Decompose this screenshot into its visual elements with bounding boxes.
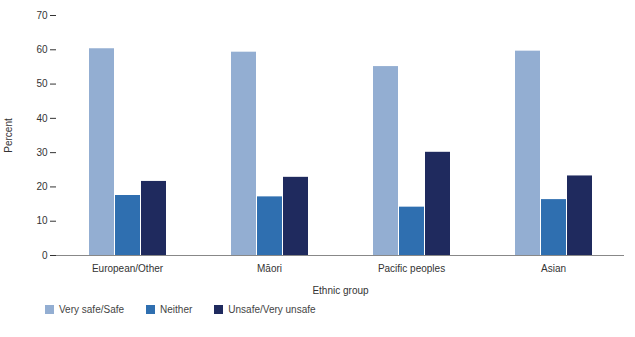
svg-text:10: 10 [36,215,48,226]
html-text:Very safe/Safe: Very safe/Safe [59,304,124,315]
svg-text:Māori: Māori [257,263,282,274]
svg-text:60: 60 [36,44,48,55]
svg-text:50: 50 [36,78,48,89]
html-text:Unsafe/Very unsafe: Unsafe/Very unsafe [228,304,316,315]
svg-text:70: 70 [36,10,48,21]
svg-text:30: 30 [36,147,48,158]
svg-text:0: 0 [42,250,48,261]
html-text:Neither: Neither [160,304,193,315]
svg-text:Ethnic group: Ethnic group [312,285,369,296]
svg-text:European/Other: European/Other [92,263,164,274]
svg-text:Percent: Percent [3,118,14,153]
svg-text:40: 40 [36,113,48,124]
svg-text:20: 20 [36,181,48,192]
svg-text:Pacific peoples: Pacific peoples [378,263,445,274]
svg-text:Asian: Asian [541,263,566,274]
